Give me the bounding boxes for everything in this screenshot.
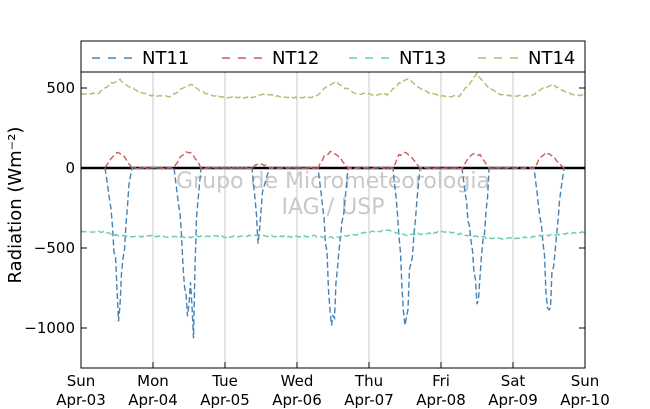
x-tick-date: Apr-10 [560,391,610,409]
y-axis-label: Radiation (Wm⁻²) [5,127,26,284]
y-tick-label: −500 [34,239,75,257]
legend-label-nt12: NT12 [272,48,319,69]
legend-frame [80,40,586,73]
series-line-nt12 [104,150,565,170]
y-tick-label: 0 [65,159,75,177]
watermark-line-1: Grupo de Micrometeorologia [176,169,490,194]
vertical-gridlines [152,72,514,368]
x-tick-day: Sat [501,372,526,390]
x-tick-date: Apr-06 [272,391,322,409]
x-tick-date: Apr-08 [416,391,466,409]
legend-label-nt14: NT14 [528,48,575,69]
x-tick-date: Apr-05 [200,391,250,409]
legend-label-nt13: NT13 [399,48,446,69]
legend-items: NT11 NT12 NT13 NT14 [92,48,575,69]
x-tick-day: Tue [211,372,238,390]
y-tick-label: −1000 [24,319,75,337]
x-tick-date: Apr-03 [56,391,106,409]
x-tick-day: Mon [137,372,169,390]
legend: NT11 NT12 NT13 NT14 [80,40,586,73]
series-layer [80,71,586,339]
y-axis-ticks: 500 0 −500 −1000 [24,79,585,337]
x-tick-date: Apr-07 [344,391,394,409]
series-line-nt14 [80,71,586,100]
legend-label-nt11: NT11 [142,48,189,69]
x-tick-day: Sun [571,372,600,390]
x-axis-ticks: SunApr-03MonApr-04TueApr-05WedApr-06ThuA… [56,362,610,409]
series-line-nt11 [104,167,565,339]
series-line-nt13 [80,229,586,240]
x-tick-date: Apr-04 [128,391,178,409]
x-tick-date: Apr-09 [488,391,538,409]
watermark-line-2: IAG / USP [282,195,385,220]
x-tick-day: Sun [67,372,96,390]
x-tick-day: Wed [281,372,314,390]
x-tick-day: Fri [432,372,450,390]
x-tick-day: Thu [354,372,383,390]
watermark: Grupo de Micrometeorologia IAG / USP [176,169,490,220]
y-tick-label: 500 [46,79,75,97]
